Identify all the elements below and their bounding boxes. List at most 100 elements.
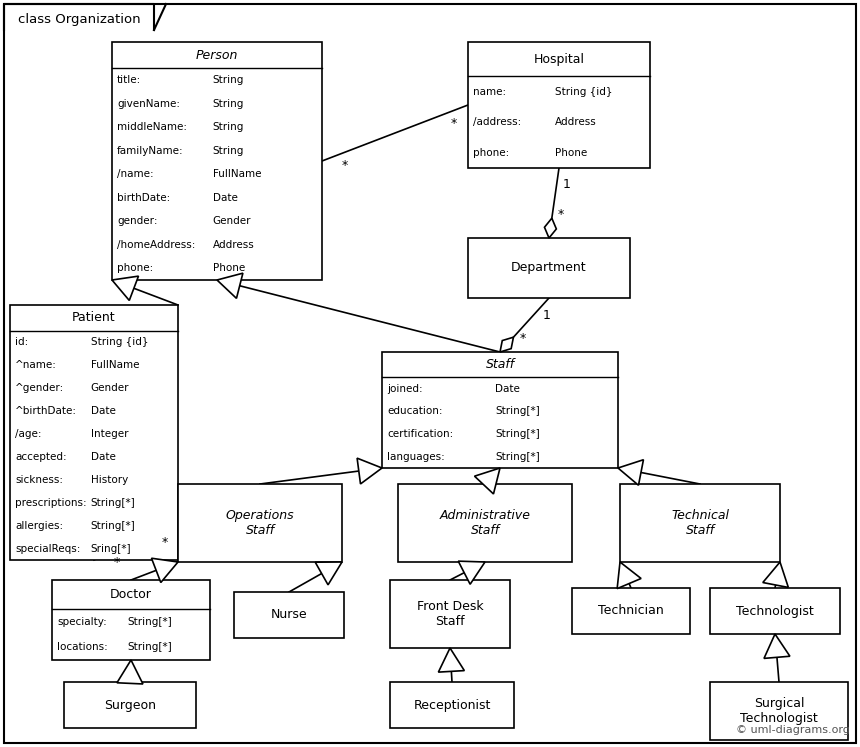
- Polygon shape: [316, 562, 342, 585]
- Polygon shape: [357, 458, 382, 484]
- Text: Phone: Phone: [556, 148, 587, 158]
- Bar: [112, 42, 322, 280]
- Bar: [390, 682, 514, 728]
- Text: languages:: languages:: [387, 452, 445, 462]
- Text: Address: Address: [556, 117, 597, 127]
- Text: familyName:: familyName:: [117, 146, 184, 155]
- Text: Address: Address: [212, 240, 255, 249]
- Text: Patient: Patient: [72, 311, 116, 324]
- Bar: [10, 305, 178, 560]
- Bar: [620, 484, 780, 562]
- Text: Operations
Staff: Operations Staff: [225, 509, 294, 537]
- Text: Date: Date: [90, 452, 115, 462]
- Bar: [572, 588, 690, 634]
- Text: /address:: /address:: [473, 117, 521, 127]
- Text: ^name:: ^name:: [15, 360, 57, 371]
- Text: *: *: [451, 117, 457, 130]
- Text: String: String: [212, 99, 244, 109]
- Bar: [468, 42, 650, 168]
- Text: Technician: Technician: [598, 604, 664, 618]
- Text: Date: Date: [495, 384, 520, 394]
- Text: *: *: [114, 557, 120, 569]
- Polygon shape: [475, 468, 500, 494]
- Text: History: History: [90, 475, 128, 485]
- Text: Department: Department: [511, 261, 587, 274]
- Text: Gender: Gender: [90, 383, 129, 393]
- Text: Person: Person: [196, 49, 238, 62]
- Text: ^birthDate:: ^birthDate:: [15, 406, 77, 416]
- Text: String[*]: String[*]: [495, 406, 540, 416]
- Text: sickness:: sickness:: [15, 475, 63, 485]
- Text: Staff: Staff: [485, 359, 514, 371]
- Text: Hospital: Hospital: [533, 53, 585, 66]
- Text: *: *: [519, 332, 525, 345]
- Text: id:: id:: [15, 337, 28, 347]
- Text: *: *: [162, 536, 168, 548]
- Text: Front Desk
Staff: Front Desk Staff: [417, 600, 483, 628]
- Text: Administrative
Staff: Administrative Staff: [439, 509, 531, 537]
- Text: certification:: certification:: [387, 429, 453, 439]
- Polygon shape: [458, 561, 485, 584]
- Text: class Organization: class Organization: [18, 13, 140, 25]
- Text: locations:: locations:: [57, 642, 108, 652]
- Text: name:: name:: [473, 87, 507, 96]
- Bar: [382, 352, 618, 468]
- Text: /homeAddress:: /homeAddress:: [117, 240, 195, 249]
- Text: allergies:: allergies:: [15, 521, 63, 530]
- Bar: [710, 682, 848, 740]
- Text: *: *: [341, 158, 348, 172]
- Polygon shape: [151, 558, 178, 583]
- Bar: [64, 682, 196, 728]
- Text: String: String: [212, 75, 244, 85]
- Text: Receptionist: Receptionist: [414, 698, 491, 711]
- Text: FullName: FullName: [90, 360, 139, 371]
- Text: specialty:: specialty:: [57, 616, 107, 627]
- Text: joined:: joined:: [387, 384, 422, 394]
- Text: givenName:: givenName:: [117, 99, 180, 109]
- Text: Surgeon: Surgeon: [104, 698, 156, 711]
- Bar: [468, 238, 630, 298]
- Text: phone:: phone:: [473, 148, 509, 158]
- Bar: [390, 580, 510, 648]
- Bar: [234, 592, 344, 638]
- Text: education:: education:: [387, 406, 443, 416]
- Text: FullName: FullName: [212, 170, 261, 179]
- Text: String[*]: String[*]: [128, 616, 173, 627]
- Text: String {id}: String {id}: [556, 87, 613, 96]
- Text: Doctor: Doctor: [110, 588, 152, 601]
- Text: © uml-diagrams.org: © uml-diagrams.org: [736, 725, 850, 735]
- Text: middleName:: middleName:: [117, 123, 187, 132]
- Bar: [178, 484, 342, 562]
- Bar: [398, 484, 572, 562]
- Polygon shape: [112, 276, 138, 300]
- Text: *: *: [557, 208, 563, 221]
- Text: Nurse: Nurse: [271, 609, 307, 622]
- Polygon shape: [618, 459, 643, 486]
- Text: prescriptions:: prescriptions:: [15, 498, 87, 508]
- Polygon shape: [763, 562, 789, 587]
- Text: String[*]: String[*]: [90, 521, 135, 530]
- Polygon shape: [117, 660, 143, 684]
- Text: String[*]: String[*]: [128, 642, 173, 652]
- Text: gender:: gender:: [117, 216, 157, 226]
- Text: String[*]: String[*]: [90, 498, 135, 508]
- Text: String {id}: String {id}: [90, 337, 148, 347]
- Polygon shape: [217, 273, 243, 298]
- Text: Date: Date: [90, 406, 115, 416]
- Bar: [52, 580, 210, 660]
- Text: String[*]: String[*]: [495, 452, 540, 462]
- Text: Technical
Staff: Technical Staff: [671, 509, 729, 537]
- Text: /age:: /age:: [15, 429, 41, 439]
- Text: 1: 1: [562, 178, 571, 190]
- Text: 1: 1: [543, 309, 550, 322]
- Text: Technologist: Technologist: [736, 604, 814, 618]
- Text: accepted:: accepted:: [15, 452, 66, 462]
- Polygon shape: [439, 648, 464, 672]
- Text: Date: Date: [212, 193, 237, 202]
- Text: Phone: Phone: [212, 263, 245, 273]
- Polygon shape: [617, 562, 641, 589]
- Text: title:: title:: [117, 75, 141, 85]
- Polygon shape: [764, 634, 789, 658]
- Text: specialReqs:: specialReqs:: [15, 544, 80, 554]
- Text: ^gender:: ^gender:: [15, 383, 64, 393]
